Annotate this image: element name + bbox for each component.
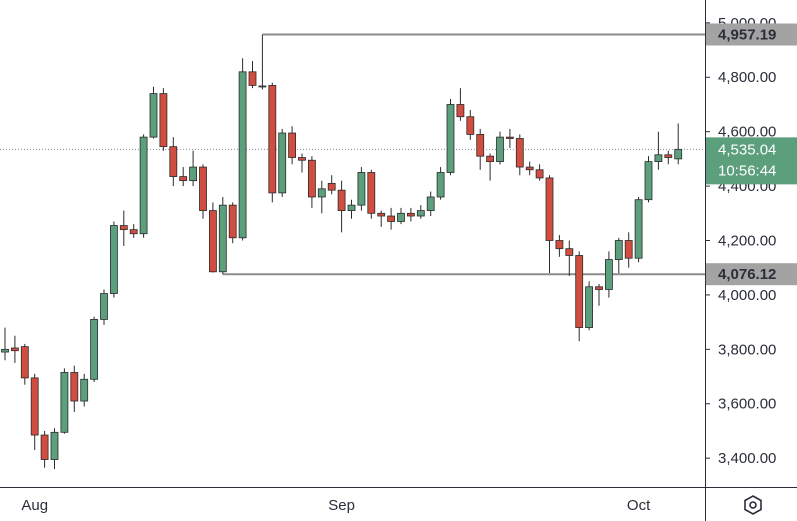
candle-body <box>555 240 564 250</box>
candle-body <box>218 204 227 273</box>
candle-body <box>40 434 49 460</box>
candle-body <box>80 378 89 402</box>
candle-body <box>179 176 188 182</box>
candle-body <box>30 377 39 436</box>
level-label: 4,076.12 <box>718 266 776 283</box>
candle-body <box>208 210 217 273</box>
candle-body <box>139 136 148 235</box>
countdown-label: 10:56:44 <box>718 162 776 179</box>
candle-body <box>129 229 138 235</box>
settings-icon[interactable] <box>744 495 762 515</box>
y-tick-label: 4,600.00 <box>718 124 776 141</box>
settings-circle <box>749 501 757 509</box>
candle-body <box>575 255 584 328</box>
candle-body <box>674 148 683 160</box>
candle-body <box>654 154 663 163</box>
candle-body <box>476 134 485 157</box>
candle-body <box>614 240 623 260</box>
candle-body <box>367 172 376 214</box>
candle-body <box>149 93 158 138</box>
candle-body <box>595 286 603 290</box>
candle-body <box>486 155 495 163</box>
candle-body <box>426 196 435 211</box>
candle-body <box>347 204 356 211</box>
settings-hexagon <box>744 495 762 515</box>
candle-body <box>377 212 386 217</box>
candle-body <box>268 85 277 194</box>
candle-body <box>446 104 455 173</box>
candle-body <box>60 372 69 433</box>
candle-body <box>565 248 574 256</box>
x-tick-label: Oct <box>627 497 651 514</box>
candle-body <box>327 182 336 191</box>
candle-body <box>505 136 514 139</box>
x-tick-label: Aug <box>21 497 48 514</box>
candle-body <box>624 240 633 259</box>
candle-body <box>436 172 445 198</box>
candle-body <box>525 166 534 171</box>
candle-body <box>199 166 207 211</box>
candle-body <box>248 71 257 86</box>
candle-body <box>397 212 405 222</box>
x-tick-label: Sep <box>328 497 355 514</box>
candle-body <box>406 212 415 217</box>
candle-body <box>307 159 316 198</box>
y-tick-label: 3,600.00 <box>718 396 776 413</box>
candle-body <box>456 104 465 118</box>
candle-body <box>545 177 554 241</box>
candle-body <box>535 169 544 179</box>
y-tick-label: 4,200.00 <box>718 232 776 249</box>
y-tick-label: 3,800.00 <box>718 341 776 358</box>
candle-body <box>496 136 504 163</box>
candle-body <box>1 348 9 353</box>
candle-body <box>298 157 306 161</box>
candle-body <box>238 71 247 239</box>
last-price-box <box>706 137 797 185</box>
candle-body <box>515 138 524 168</box>
candle-body <box>644 161 653 201</box>
level-label-box <box>706 263 797 286</box>
candle-body <box>159 93 168 148</box>
candle-body <box>416 210 425 217</box>
candle-body <box>70 372 79 402</box>
candle-body <box>189 166 198 182</box>
level-label-box <box>706 23 797 46</box>
candle-body <box>278 132 287 194</box>
y-tick-label: 4,000.00 <box>718 287 776 304</box>
candle-body <box>664 154 673 158</box>
candle-body <box>387 215 396 222</box>
candle-body <box>357 172 366 206</box>
candle-body <box>119 225 128 231</box>
level-label: 4,957.19 <box>718 26 776 43</box>
candle-body <box>258 85 267 88</box>
candle-body <box>100 293 108 320</box>
candle-body <box>169 146 178 177</box>
candle-body <box>634 199 643 259</box>
candle-body <box>605 259 613 290</box>
candle-body <box>317 188 326 198</box>
y-tick-label: 4,800.00 <box>718 69 776 86</box>
candle-body <box>50 431 59 460</box>
last-price-label: 4,535.04 <box>718 141 776 158</box>
y-tick-label: 3,400.00 <box>718 450 776 467</box>
candle-body <box>20 346 29 379</box>
candle-body <box>10 347 19 352</box>
candle-body <box>90 319 98 380</box>
candle-body <box>337 189 346 211</box>
candle-body <box>288 132 297 158</box>
candle-body <box>466 116 475 135</box>
candle-body <box>228 204 237 239</box>
candle-body <box>110 225 118 294</box>
candle-body <box>585 286 593 328</box>
